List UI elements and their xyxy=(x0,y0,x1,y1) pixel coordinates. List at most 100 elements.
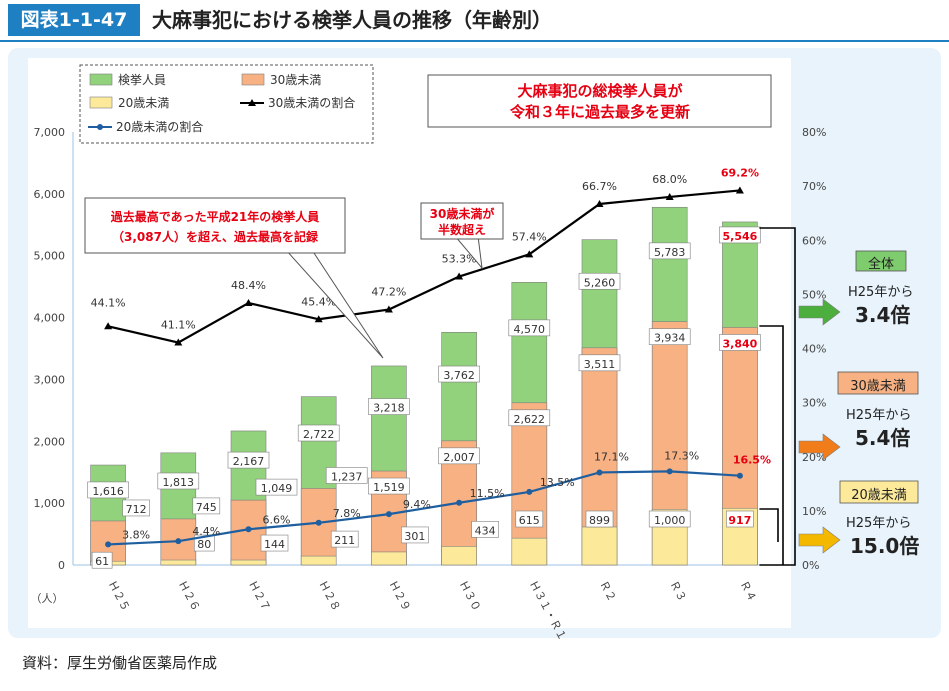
data-label-pct30: 41.1% xyxy=(161,319,196,332)
bar-under20 xyxy=(441,546,477,566)
data-label-under20: 1,000 xyxy=(654,514,686,527)
line-under20-share-point xyxy=(385,511,392,518)
data-label-under20: 211 xyxy=(334,534,355,547)
data-label-total-box xyxy=(578,272,621,290)
bracket-under30 xyxy=(759,325,784,565)
side-ratio-under20: 15.0倍 xyxy=(850,534,920,558)
data-label-under30-box xyxy=(192,497,221,515)
data-label-pct30: 47.2% xyxy=(371,286,406,299)
data-label-under30-box xyxy=(368,477,410,495)
figure-title: 大麻事犯における検挙人員の推移（年齢別） xyxy=(152,8,552,32)
data-label-total: 2,167 xyxy=(233,455,265,468)
data-label-pct30: 44.1% xyxy=(91,296,126,309)
side-note-under20: H25年から xyxy=(846,516,912,531)
side-badge-under30-bg xyxy=(837,371,919,395)
legend-marker xyxy=(248,99,256,106)
bar-under20 xyxy=(371,551,407,566)
data-label-under30: 2,622 xyxy=(514,413,546,426)
side-badge-under20: 20歳未満 xyxy=(851,488,907,503)
data-label-pct30: 53.3% xyxy=(442,253,477,266)
data-label-under20-box xyxy=(194,534,215,552)
data-label-under20-box xyxy=(330,530,359,548)
data-label-pct30: 45.4% xyxy=(301,295,336,308)
line-under20-share-point xyxy=(666,468,673,475)
data-label-under30: 2,007 xyxy=(443,451,475,464)
legend-label: 20歳未満 xyxy=(118,96,169,110)
data-label-under30: 3,511 xyxy=(584,358,616,371)
x-tick-label: Ｈ２６ xyxy=(176,578,203,613)
legend-box xyxy=(79,64,374,144)
data-label-total: 5,783 xyxy=(654,246,686,259)
data-label-pct20: 4.4% xyxy=(192,525,220,538)
x-tick-label: Ｒ４ xyxy=(737,578,759,604)
chart-svg: 0 1,000 2,000 3,000 4,000 5,000 6,000 7,000 0% 10… xyxy=(31,64,919,640)
x-tick-label: Ｒ２ xyxy=(597,578,619,604)
y-left-tick-label: 6,000 xyxy=(34,188,66,201)
data-label-under20-box xyxy=(585,510,614,528)
y-right-tick-label: 0% xyxy=(802,559,819,572)
line-under20-share-point xyxy=(105,541,112,548)
line-under30-share-point xyxy=(384,305,393,313)
data-label-under20: 615 xyxy=(519,514,540,527)
line-under20-share-point xyxy=(596,469,603,476)
x-tick-label: Ｒ３ xyxy=(667,578,689,604)
data-label-under20: 434 xyxy=(475,524,496,537)
data-label-under30-box xyxy=(255,478,298,496)
bar-under30 xyxy=(230,499,267,566)
record-text: （3,087人）を超え、過去最高を記録 xyxy=(112,229,319,244)
data-label-pct30: 69.2% xyxy=(721,166,759,179)
data-label-under30: 1,237 xyxy=(331,470,363,483)
y-left-tick-label: 3,000 xyxy=(34,373,66,386)
record-text: 過去最高であった平成21年の検挙人員 xyxy=(110,209,320,224)
data-label-under20: 80 xyxy=(197,538,211,551)
data-label-pct30: 57.4% xyxy=(512,230,547,243)
data-label-pct20: 16.5% xyxy=(733,454,771,467)
y-right-tick-label: 60% xyxy=(802,234,826,247)
data-label-pct20: 13.5% xyxy=(540,476,575,489)
data-label-under30-box xyxy=(719,334,761,351)
data-label-under30: 1,519 xyxy=(373,481,405,494)
x-tick-label: Ｈ２８ xyxy=(316,578,343,613)
half-box xyxy=(420,202,504,240)
y-left-tick-label: 4,000 xyxy=(34,312,66,325)
header-divider xyxy=(0,40,949,42)
data-label-total: 1,813 xyxy=(163,476,195,489)
data-label-pct20: 17.3% xyxy=(664,449,699,462)
side-ratio-total: 3.4倍 xyxy=(855,303,911,327)
legend-marker xyxy=(97,124,103,130)
data-label-under30: 3,934 xyxy=(654,332,686,345)
line-under30-share-point xyxy=(314,315,323,323)
legend-label: 検挙人員 xyxy=(118,73,166,87)
data-label-under30-box xyxy=(508,409,551,427)
side-badge-under30: 30歳未満 xyxy=(850,379,906,394)
line-under30-share-point xyxy=(735,186,744,194)
data-label-total-box xyxy=(297,424,340,442)
arrow-under20-icon xyxy=(798,526,841,554)
bar-under20 xyxy=(160,559,197,566)
line-under20-share-point xyxy=(736,472,743,479)
figure-header: 図表1-1-47 大麻事犯における検挙人員の推移（年齢別） xyxy=(0,0,949,40)
data-label-under20: 144 xyxy=(264,538,285,551)
x-tick-label: Ｈ３１・Ｒ１ xyxy=(527,578,569,640)
y-right-tick-label: 70% xyxy=(802,180,826,193)
bar-under30 xyxy=(300,488,337,566)
data-label-under20-box xyxy=(515,510,544,528)
data-label-total: 4,570 xyxy=(514,323,546,336)
legend-label: 30歳未満の割合 xyxy=(268,95,355,110)
bracket-under20 xyxy=(759,508,779,542)
x-tick-label: Ｈ２９ xyxy=(386,578,413,613)
bracket-total xyxy=(759,227,796,566)
data-label-under30-box xyxy=(438,447,480,465)
data-label-total-box xyxy=(438,365,480,383)
half-text: 半数超え xyxy=(438,222,486,237)
legend-swatch xyxy=(241,73,265,86)
y-right-tick-label: 50% xyxy=(802,288,826,301)
data-label-total-box xyxy=(719,226,761,244)
side-note-under30: H25年から xyxy=(846,408,912,423)
bar-under20 xyxy=(581,526,618,566)
line-under30-share-point xyxy=(174,338,183,346)
data-label-under20-box xyxy=(91,551,113,569)
line-under30-share-point xyxy=(595,199,604,207)
y-left-tick-label: 7,000 xyxy=(34,126,66,139)
line-under30-share-point xyxy=(244,299,253,307)
